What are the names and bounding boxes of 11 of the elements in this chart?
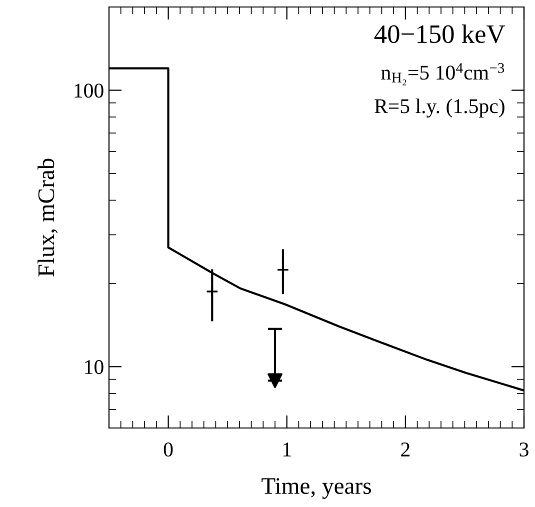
y-axis-title: Flux, mCrab bbox=[38, 158, 58, 277]
x-tick-label: 2 bbox=[401, 442, 410, 456]
x-axis-title: Time, years bbox=[262, 478, 371, 499]
annotation: R=5 l.y. (1.5pc) bbox=[374, 98, 504, 118]
annotation: 40−150 keV bbox=[374, 24, 506, 44]
annotation: n$_{H₂}$=5 10$^{4}$cm$^{−3}$ bbox=[381, 63, 504, 86]
y-tick-label: 100 bbox=[74, 84, 104, 98]
x-tick-label: 1 bbox=[283, 442, 291, 456]
x-tick-label: 0 bbox=[164, 442, 173, 457]
x-tick-label: 3 bbox=[520, 442, 528, 457]
y-tick-label: 10 bbox=[85, 360, 104, 374]
